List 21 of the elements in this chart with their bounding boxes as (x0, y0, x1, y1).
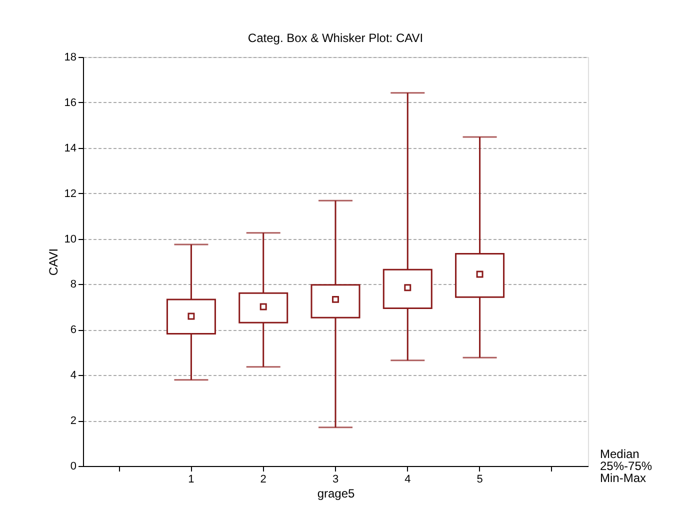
y-tick-label: 12 (64, 188, 76, 200)
y-tick-label: 10 (64, 233, 76, 246)
y-tick-label: 14 (64, 142, 76, 154)
y-tick-label: 4 (70, 370, 76, 382)
x-tick-label: 3 (332, 474, 339, 486)
y-tick-label: 6 (70, 324, 76, 336)
y-axis-title: CAVI (46, 248, 60, 276)
chart-title: Categ. Box & Whisker Plot: CAVI (248, 31, 424, 45)
x-tick-label: 4 (404, 474, 411, 486)
x-tick-label: 5 (476, 474, 483, 486)
y-tick-label: 2 (70, 415, 76, 428)
text: 25%-75% (600, 459, 652, 473)
x-tick-label: 1 (188, 474, 194, 486)
y-tick-label: 16 (64, 96, 76, 109)
x-tick-label: 2 (260, 474, 266, 486)
y-tick-label: 0 (70, 460, 76, 472)
x-axis-title: grage5 (317, 486, 356, 500)
text: Median (600, 447, 640, 461)
text: Min-Max (600, 471, 646, 485)
y-tick-label: 18 (64, 52, 76, 64)
y-tick-label: 8 (70, 278, 76, 291)
